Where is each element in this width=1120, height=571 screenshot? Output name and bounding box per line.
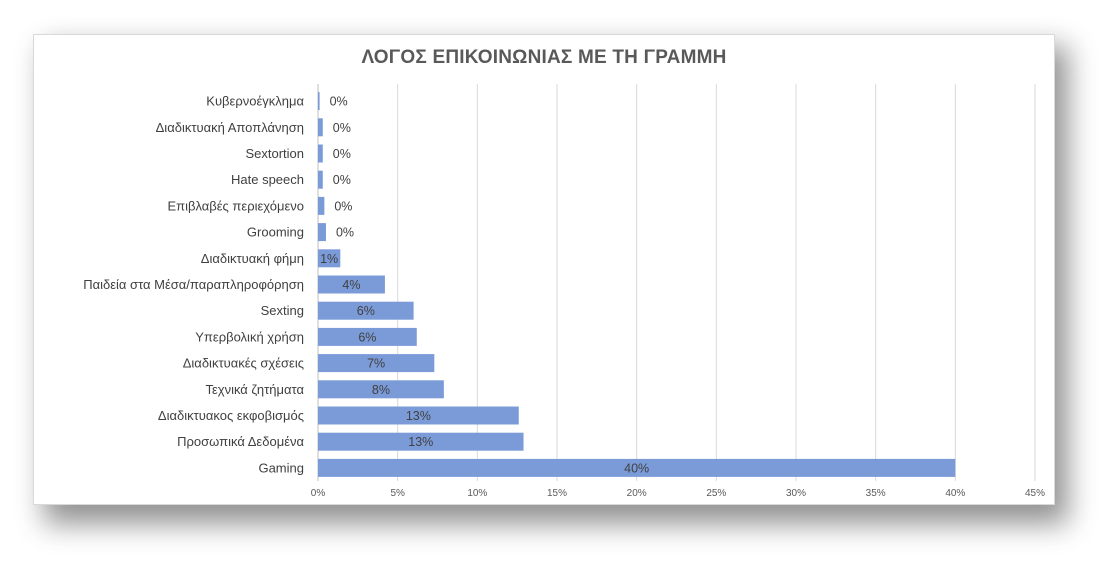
bar (318, 458, 956, 477)
category-label: Διαδικτυακή Αποπλάνηση (156, 120, 304, 135)
bar (318, 92, 320, 111)
bar (318, 406, 519, 425)
data-label: 13% (406, 409, 431, 423)
category-label: Sextortion (245, 146, 304, 161)
x-tick-label: 40% (945, 488, 965, 499)
x-tick-label: 15% (547, 488, 567, 499)
bar (318, 196, 325, 215)
category-label: Hate speech (231, 172, 304, 187)
bar (318, 354, 435, 373)
data-label: 1% (320, 252, 338, 266)
category-label: Κυβερνοέγκλημα (206, 94, 304, 109)
category-label: Grooming (247, 225, 304, 240)
x-tick-label: 25% (706, 488, 726, 499)
bar-chart: 0% 5% 10% 15% 20% 25% 30% 35% 40% 45% Κυβερνοέγκλη… (83, 84, 1045, 499)
bar (318, 118, 323, 137)
category-label: Υπερβολική χρήση (195, 329, 304, 344)
bar (318, 327, 417, 346)
category-label: Επιβλαβές περιεχόμενο (167, 198, 304, 213)
category-label: Διαδικτυακή φήμη (201, 251, 304, 266)
category-label: Διαδικτυακές σχέσεις (183, 356, 304, 371)
bar (318, 432, 524, 451)
data-label: 6% (358, 330, 376, 344)
data-label: 6% (357, 304, 375, 318)
data-label: 40% (624, 461, 649, 475)
data-label: 7% (367, 357, 385, 371)
category-label: Τεχνικά ζητήματα (205, 382, 304, 397)
data-label: 0% (333, 147, 351, 161)
x-tick-label: 30% (786, 488, 806, 499)
chart-card: ΛΟΓΟΣ ΕΠΙΚΟΙΝΩΝΙΑΣ ΜΕ ΤΗ ΓΡΑΜΜΗ 0% 5% 10% 1… (33, 34, 1055, 505)
x-tick-label: 10% (467, 488, 487, 499)
category-label: Προσωπικά Δεδομένα (177, 434, 304, 449)
bar (318, 223, 326, 242)
data-label: 0% (333, 121, 351, 135)
data-label: 0% (330, 95, 348, 109)
x-tick-label: 45% (1025, 488, 1045, 499)
x-tick-label: 5% (390, 488, 405, 499)
category-label: Sexting (261, 303, 304, 318)
category-label: Παιδεία στα Μέσα/παραπληροφόρηση (83, 277, 304, 292)
category-label: Διαδικτυακος εκφοβισμός (158, 408, 304, 423)
x-tick-label: 0% (311, 488, 326, 499)
bar (318, 144, 323, 163)
category-label: Gaming (258, 460, 304, 475)
bar (318, 301, 414, 320)
data-label: 4% (342, 278, 360, 292)
data-label: 13% (408, 435, 433, 449)
x-tick-label: 35% (866, 488, 886, 499)
data-label: 0% (336, 226, 354, 240)
chart-title: ΛΟΓΟΣ ΕΠΙΚΟΙΝΩΝΙΑΣ ΜΕ ΤΗ ΓΡΑΜΜΗ (361, 47, 727, 68)
bar (318, 380, 444, 399)
data-label: 0% (334, 199, 352, 213)
data-label: 8% (372, 383, 390, 397)
x-tick-label: 20% (627, 488, 647, 499)
bar (318, 275, 385, 294)
data-label: 0% (333, 173, 351, 187)
bar (318, 249, 341, 268)
bar (318, 170, 323, 189)
